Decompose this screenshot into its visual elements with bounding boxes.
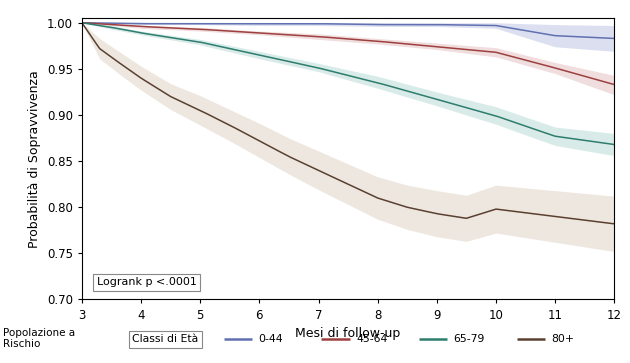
Text: Popolazione a
Rischio: Popolazione a Rischio (3, 327, 75, 349)
Text: Classi di Età: Classi di Età (132, 334, 198, 344)
Text: 80+: 80+ (551, 334, 575, 344)
Text: Logrank p <.0001: Logrank p <.0001 (96, 277, 197, 287)
Y-axis label: Probabilità di Sopravvivenza: Probabilità di Sopravvivenza (28, 70, 42, 248)
X-axis label: Mesi di follow-up: Mesi di follow-up (295, 327, 401, 340)
Text: 0-44: 0-44 (258, 334, 283, 344)
Text: 65-79: 65-79 (454, 334, 485, 344)
Text: 45-64: 45-64 (356, 334, 387, 344)
